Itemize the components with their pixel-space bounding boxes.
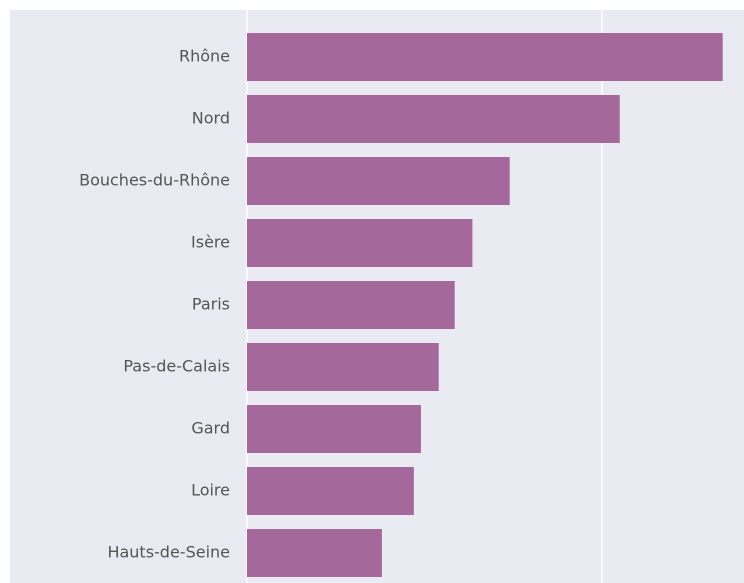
bar [247, 529, 382, 577]
y-tick-label: Isère [191, 233, 230, 252]
bar [247, 157, 510, 205]
y-tick-label: Hauts-de-Seine [107, 543, 230, 562]
y-tick-label: Bouches-du-Rhône [79, 171, 230, 190]
bar [247, 281, 455, 329]
y-tick-label: Gard [191, 419, 230, 438]
bar [247, 95, 620, 143]
bar [247, 219, 473, 267]
y-tick-label: Nord [192, 109, 230, 128]
bar [247, 467, 414, 515]
y-tick-label: Rhône [179, 47, 230, 66]
bar [247, 343, 439, 391]
y-tick-label: Paris [192, 295, 230, 314]
y-tick-label: Pas-de-Calais [123, 357, 230, 376]
bar [247, 405, 421, 453]
bar [247, 33, 723, 81]
y-tick-label: Loire [191, 481, 230, 500]
